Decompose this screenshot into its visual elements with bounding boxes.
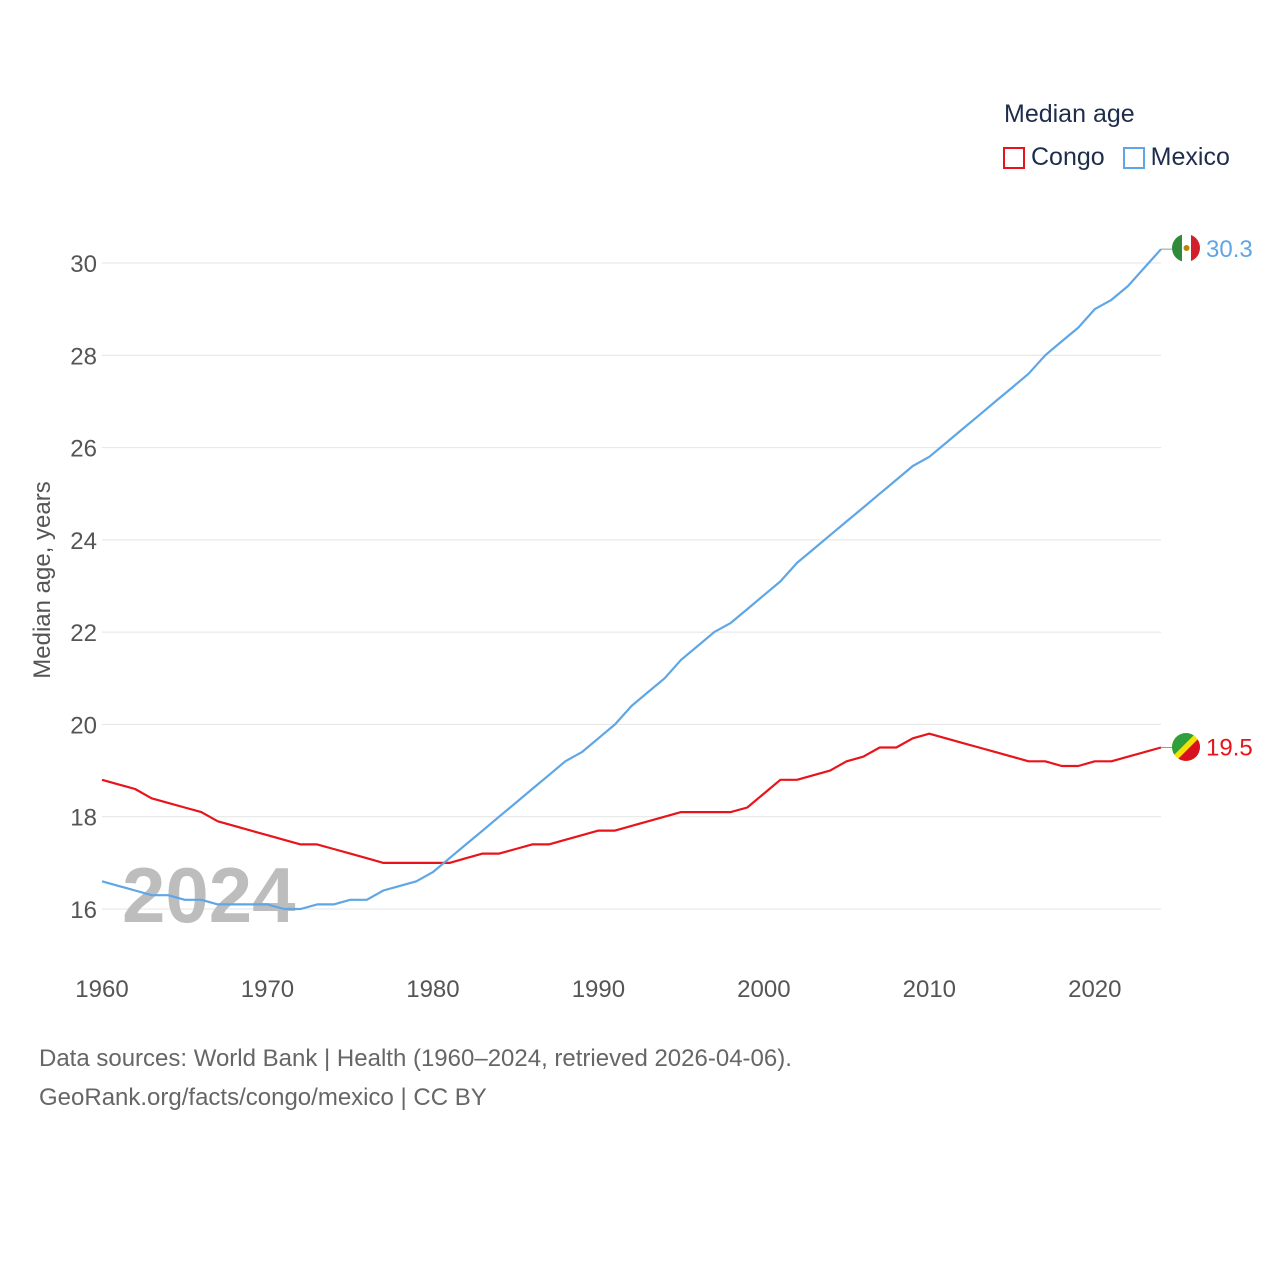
y-tick-label: 18 [70, 805, 97, 832]
y-tick-label: 16 [70, 897, 97, 924]
y-axis-label: Median age, years [29, 481, 56, 678]
x-tick-label: 2010 [903, 976, 956, 1003]
end-value-label-mexico: 30.3 [1206, 236, 1253, 263]
end-value-label-congo: 19.5 [1206, 735, 1253, 762]
congo-flag-icon [1172, 733, 1200, 761]
y-axis-tick-labels: 16 18 20 22 24 26 28 30 [70, 251, 97, 924]
data-source-note: Data sources: World Bank | Health (1960–… [39, 1045, 792, 1072]
legend-swatch-congo [1003, 146, 1025, 169]
series-end-labels: 19.5 30.3 [1206, 236, 1253, 761]
x-tick-label: 1960 [75, 976, 128, 1003]
series-line-mexico [101, 248, 1162, 911]
series-end-markers [1172, 234, 1200, 761]
y-tick-label: 26 [70, 436, 97, 463]
series-lines [101, 248, 1172, 911]
x-tick-label: 1990 [572, 976, 625, 1003]
y-tick-label: 28 [70, 343, 97, 370]
y-tick-label: 30 [70, 251, 97, 278]
y-tick-label: 24 [70, 528, 97, 555]
grid-lines [102, 262, 1161, 910]
x-tick-label: 1970 [241, 976, 294, 1003]
legend-label-mexico: Mexico [1150, 143, 1230, 171]
y-tick-label: 22 [70, 620, 97, 647]
legend-item-mexico[interactable]: Mexico [1122, 143, 1230, 172]
legend-label-congo: Congo [1031, 143, 1105, 171]
x-axis-tick-labels: 1960 1970 1980 1990 2000 2010 2020 [75, 976, 1121, 1003]
x-tick-label: 1980 [406, 976, 459, 1003]
y-tick-label: 20 [70, 712, 97, 739]
attribution-link[interactable]: GeoRank.org/facts/congo/mexico | CC BY [39, 1084, 487, 1111]
series-line-congo [101, 732, 1162, 865]
legend-title: Median age [1004, 100, 1135, 128]
x-tick-label: 2020 [1068, 976, 1121, 1003]
mexico-flag-icon [1172, 234, 1200, 262]
legend: Congo Mexico [1003, 143, 1248, 172]
x-tick-label: 2000 [737, 976, 790, 1003]
legend-swatch-mexico [1122, 146, 1145, 169]
legend-item-congo[interactable]: Congo [1003, 143, 1105, 172]
